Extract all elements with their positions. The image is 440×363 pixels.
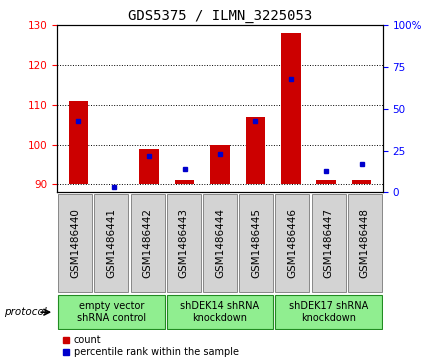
Text: GSM1486441: GSM1486441 (106, 208, 117, 278)
FancyBboxPatch shape (131, 195, 165, 292)
Bar (210, 145, 230, 184)
FancyBboxPatch shape (58, 295, 165, 329)
Text: GDS5375 / ILMN_3225053: GDS5375 / ILMN_3225053 (128, 9, 312, 23)
Text: GSM1486445: GSM1486445 (251, 208, 261, 278)
FancyBboxPatch shape (312, 195, 345, 292)
Text: GSM1486444: GSM1486444 (215, 208, 225, 278)
Bar (352, 180, 371, 184)
Legend: count, percentile rank within the sample: count, percentile rank within the sample (62, 335, 239, 357)
Text: shDEK14 shRNA
knockdown: shDEK14 shRNA knockdown (180, 301, 260, 323)
FancyBboxPatch shape (95, 195, 128, 292)
FancyBboxPatch shape (167, 195, 201, 292)
FancyBboxPatch shape (275, 195, 309, 292)
Text: shDEK17 shRNA
knockdown: shDEK17 shRNA knockdown (289, 301, 368, 323)
FancyBboxPatch shape (239, 195, 273, 292)
Text: GSM1486446: GSM1486446 (287, 208, 297, 278)
FancyBboxPatch shape (348, 195, 382, 292)
Bar (246, 117, 265, 184)
FancyBboxPatch shape (275, 295, 382, 329)
FancyBboxPatch shape (203, 195, 237, 292)
Text: GSM1486447: GSM1486447 (323, 208, 334, 278)
Bar (139, 149, 159, 184)
Bar (316, 180, 336, 184)
Text: GSM1486442: GSM1486442 (143, 208, 153, 278)
FancyBboxPatch shape (167, 295, 273, 329)
Text: empty vector
shRNA control: empty vector shRNA control (77, 301, 146, 323)
FancyBboxPatch shape (58, 195, 92, 292)
Text: GSM1486443: GSM1486443 (179, 208, 189, 278)
Bar (281, 33, 301, 184)
Bar (175, 180, 194, 184)
Text: GSM1486448: GSM1486448 (360, 208, 370, 278)
Text: GSM1486440: GSM1486440 (70, 208, 80, 278)
Text: protocol: protocol (4, 307, 47, 317)
Bar (69, 101, 88, 184)
